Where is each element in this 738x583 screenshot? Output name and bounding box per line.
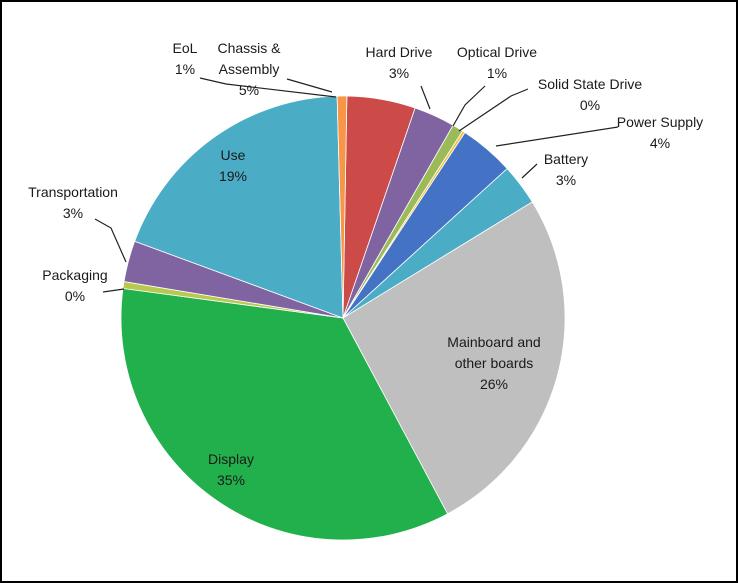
slice-name-line: EoL: [173, 40, 198, 56]
slice-label-solid-state-drive: Solid State Drive 0%: [538, 76, 642, 113]
slice-percent: 1%: [487, 65, 507, 81]
slice-name-line: Transportation: [28, 184, 118, 200]
pie-slice-mainboard-and-other-boards: [342, 201, 566, 515]
slice-percent: 35%: [217, 472, 245, 488]
slice-name-line: Chassis &: [217, 40, 281, 56]
slice-name-line: Assembly: [219, 61, 280, 77]
leader-line-chassis-and-assembly: [286, 78, 333, 93]
leader-line-packaging: [102, 288, 125, 293]
slice-percent: 3%: [63, 205, 83, 221]
leader-line-eol: [199, 77, 337, 98]
slice-name-line: Optical Drive: [457, 44, 537, 60]
slice-name-line: Packaging: [42, 267, 107, 283]
leader-line-transportation: [94, 218, 127, 263]
leader-line-hard-drive: [420, 85, 431, 110]
slice-percent: 3%: [389, 65, 409, 81]
slice-label-hard-drive: Hard Drive 3%: [366, 44, 433, 81]
slice-label-battery: Battery 3%: [544, 151, 588, 188]
leader-line-optical-drive: [452, 85, 486, 127]
slice-labels: Chassis & Assembly 5% Hard Drive 3% Optical D…: [28, 40, 703, 488]
slice-label-chassis-and-assembly: Chassis & Assembly 5%: [217, 40, 281, 98]
slice-name-line: Battery: [544, 151, 588, 167]
pie-slice-display: [120, 288, 449, 541]
slice-label-power-supply: Power Supply 4%: [617, 114, 703, 151]
slice-label-transportation: Transportation 3%: [28, 184, 118, 221]
slice-label-packaging: Packaging 0%: [42, 267, 107, 304]
leader-line-solid-state-drive: [458, 88, 529, 132]
slice-name-line: other boards: [455, 355, 534, 371]
slice-label-optical-drive: Optical Drive 1%: [457, 44, 537, 81]
slice-name-line: Use: [221, 147, 246, 163]
slice-percent: 3%: [556, 172, 576, 188]
slice-percent: 0%: [580, 97, 600, 113]
leader-line-power-supply: [495, 126, 619, 147]
pie-slice-eol: [336, 95, 348, 319]
slice-percent: 5%: [239, 82, 259, 98]
slice-label-display: Display 35%: [208, 451, 254, 488]
slice-percent: 1%: [175, 61, 195, 77]
slice-name-line: Power Supply: [617, 114, 703, 130]
slice-percent: 19%: [219, 168, 247, 184]
slice-name-line: Mainboard and: [447, 334, 540, 350]
slice-percent: 4%: [650, 135, 670, 151]
slice-name-line: Solid State Drive: [538, 76, 642, 92]
pie-slices: [120, 95, 566, 541]
pie-slice-use: [134, 95, 344, 319]
slice-label-mainboard-and-other-boards: Mainboard and other boards 26%: [447, 334, 540, 392]
slice-label-use: Use 19%: [219, 147, 247, 184]
slice-name-line: Display: [208, 451, 254, 467]
slice-name-line: Hard Drive: [366, 44, 433, 60]
leader-line-battery: [521, 163, 538, 179]
slice-percent: 0%: [65, 288, 85, 304]
slice-label-eol: EoL 1%: [173, 40, 198, 77]
slice-percent: 26%: [480, 376, 508, 392]
leader-lines: [94, 77, 619, 293]
